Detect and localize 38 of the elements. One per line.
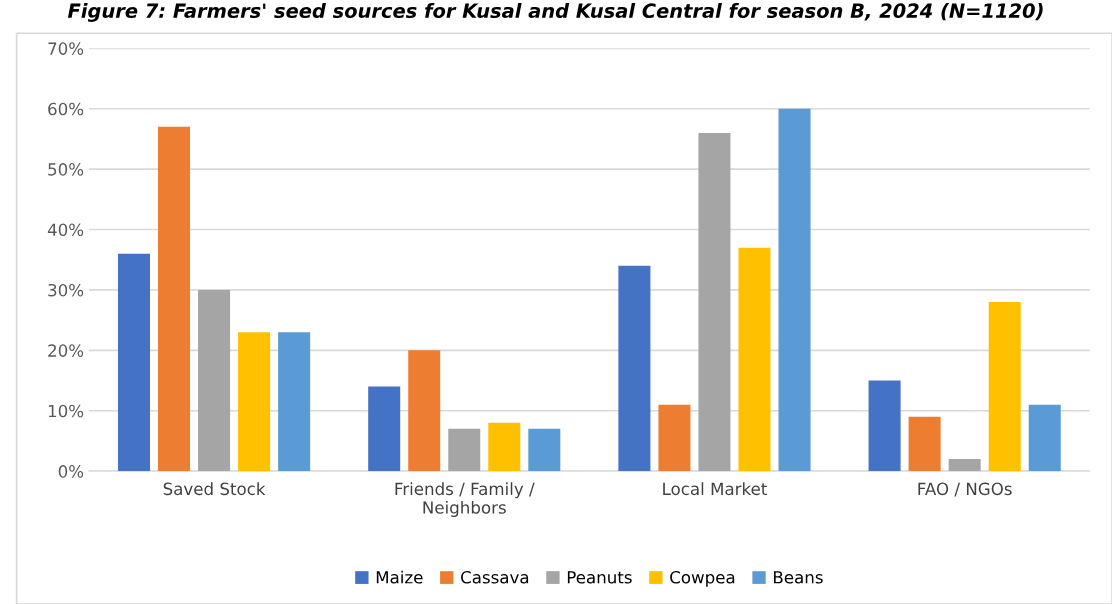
legend-label: Beans	[774, 571, 823, 584]
y-tick-label: 30%	[48, 283, 84, 297]
bar	[658, 404, 691, 472]
bar	[368, 386, 401, 472]
bar	[448, 428, 481, 472]
bar	[117, 253, 151, 472]
legend-label: Maize	[376, 570, 423, 584]
y-tick-label: 20%	[48, 344, 84, 357]
chart-title: Figure 7: Farmers' seed sources for Kusal and Kusal Central for season B, 2024 (N=1120)	[67, 3, 1043, 22]
bar	[1028, 404, 1061, 472]
x-tick-label: Saved Stock	[163, 482, 266, 496]
bar	[198, 289, 231, 472]
legend-label: Cassava	[461, 570, 529, 584]
bar	[698, 132, 731, 472]
bar	[528, 428, 561, 472]
y-tick-label: 0%	[58, 465, 84, 478]
legend-label: Cowpea	[670, 570, 735, 587]
y-tick-label: 10%	[48, 404, 84, 418]
y-tick-label: 50%	[48, 163, 84, 176]
legend-label: Peanuts	[567, 571, 632, 584]
bar	[988, 302, 1021, 472]
bar	[238, 332, 271, 472]
x-tick-label: FAO / NGOs	[918, 482, 1012, 497]
bar	[778, 108, 811, 472]
y-tick-label: 70%	[48, 42, 84, 55]
bar	[618, 265, 651, 472]
x-tick-label: Friends / Family / Neighbors	[395, 482, 535, 518]
bar	[868, 380, 901, 472]
bar	[488, 422, 521, 472]
bar	[278, 332, 311, 472]
bar	[908, 416, 941, 472]
x-tick-label: Local Market	[663, 482, 767, 496]
bar	[408, 350, 441, 472]
y-tick-label: 40%	[47, 223, 84, 237]
y-tick-label: 60%	[48, 102, 84, 116]
bar	[738, 247, 771, 472]
bar	[948, 459, 981, 472]
bar	[158, 126, 191, 472]
